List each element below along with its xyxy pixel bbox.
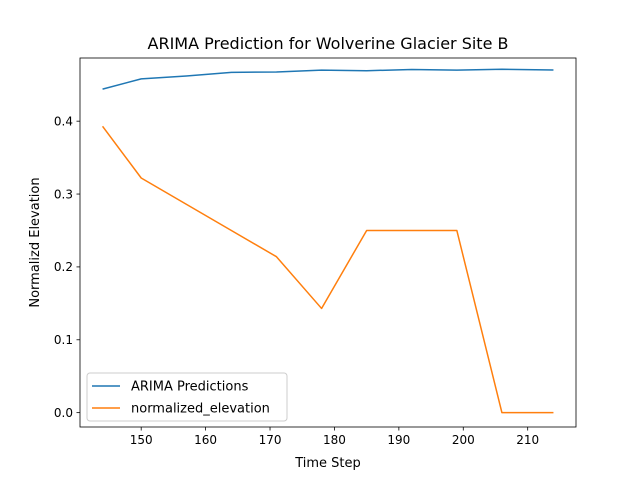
legend-frame xyxy=(86,372,288,422)
x-tick-label: 190 xyxy=(387,433,410,447)
legend-label-arima-predictions: ARIMA Predictions xyxy=(131,380,249,395)
x-tick-label: 200 xyxy=(452,433,475,447)
x-tick-label: 150 xyxy=(130,433,153,447)
chart-title: ARIMA Prediction for Wolverine Glacier S… xyxy=(148,34,509,53)
legend: ARIMA Predictions normalized_elevation xyxy=(86,372,288,422)
x-axis-ticks: 150 160 170 180 190 200 210 xyxy=(130,427,539,447)
y-tick-label: 0.0 xyxy=(54,406,73,420)
series-layer xyxy=(101,68,554,414)
x-tick-label: 210 xyxy=(516,433,539,447)
y-tick-label: 0.4 xyxy=(54,114,73,128)
y-tick-label: 0.3 xyxy=(54,187,73,201)
plot-area-frame xyxy=(79,57,577,428)
x-tick-label: 180 xyxy=(323,433,346,447)
y-tick-label: 0.1 xyxy=(54,333,73,347)
y-axis-label: Normalizd Elevation xyxy=(28,177,43,307)
series-line-normalized-elevation xyxy=(101,125,554,414)
x-tick-label: 160 xyxy=(194,433,217,447)
legend-label-normalized-elevation: normalized_elevation xyxy=(131,402,270,417)
series-line-arima-predictions xyxy=(102,68,554,90)
x-axis-label: Time Step xyxy=(294,456,361,471)
y-tick-label: 0.2 xyxy=(54,260,73,274)
y-axis-ticks: 0.0 0.1 0.2 0.3 0.4 xyxy=(54,114,80,420)
x-tick-label: 170 xyxy=(259,433,282,447)
